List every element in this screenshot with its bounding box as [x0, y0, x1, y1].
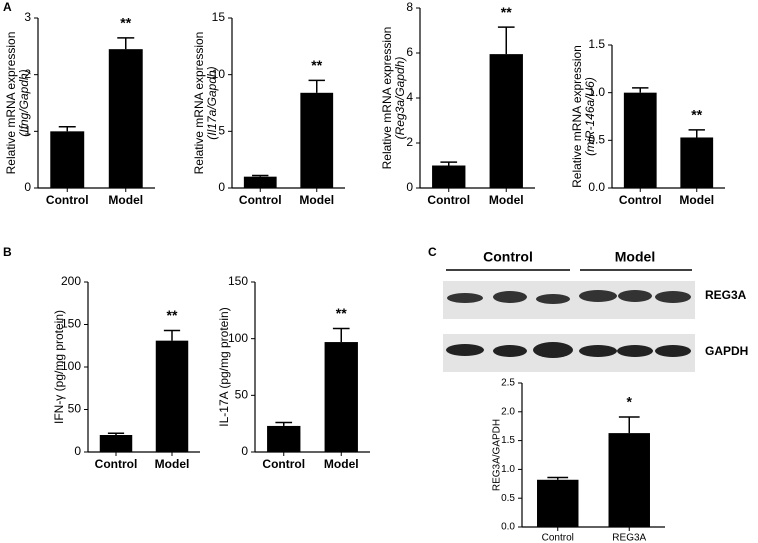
- blot-group-label: Control: [483, 249, 533, 265]
- bar-chart: Relative mRNA expression (Ifng/Gapdh) 0 1 2 3…: [4, 10, 155, 207]
- y-tick-label: 6: [406, 45, 413, 59]
- y-axis-label: IL-17A (pg/mg protein): [217, 307, 231, 426]
- y-tick-label: 0: [24, 180, 31, 194]
- y-tick-label: 100: [61, 359, 81, 373]
- x-tick-label: Control: [239, 193, 282, 207]
- bar-chart: IFN-γ (pg/mg protein) 0 50 100 150 200 Control…: [52, 274, 200, 471]
- western-blot: Control Model REG3A GAPDH: [443, 249, 748, 372]
- bands: [446, 342, 691, 358]
- y-tick-label: 15: [212, 10, 226, 24]
- bar: [50, 131, 85, 188]
- y-tick-label: 2: [406, 135, 413, 149]
- y-tick-label: 2: [24, 67, 31, 81]
- x-tick-label: Control: [95, 457, 138, 471]
- x-tick-label: Model: [324, 457, 359, 471]
- bar: [537, 479, 579, 527]
- bar: [155, 340, 189, 452]
- bar-chart: Relative mRNA expression (Reg3a/Gapdh) 0 2 4…: [380, 0, 535, 207]
- y-tick-label: 1.5: [501, 435, 515, 446]
- x-tick-label: Control: [619, 193, 662, 207]
- significance-label: **: [120, 15, 131, 31]
- y-tick-label: 3: [24, 10, 31, 24]
- blot-group-label: Model: [615, 249, 655, 265]
- y-tick-label: 1.0: [588, 85, 605, 99]
- bar: [300, 92, 334, 188]
- y-axis-label: Relative mRNA expression: [380, 27, 394, 170]
- y-tick-label: 0.5: [501, 493, 515, 504]
- bar-chart: Relative mRNA expression (Il17a/Gapdh) 0 5 1…: [192, 10, 345, 207]
- y-axis-label: Relative mRNA expression: [4, 32, 18, 175]
- y-axis-label: (Il17a/Gapdh): [205, 66, 219, 139]
- y-tick-label: 150: [228, 274, 248, 288]
- x-tick-label: Model: [108, 193, 143, 207]
- y-tick-label: 5: [218, 124, 225, 138]
- bar: [608, 433, 650, 527]
- bar: [324, 342, 358, 452]
- x-tick-label: Model: [489, 193, 524, 207]
- y-tick-label: 8: [406, 0, 413, 14]
- x-tick-label: Control: [262, 457, 305, 471]
- bar: [680, 137, 714, 188]
- y-tick-label: 100: [228, 331, 248, 345]
- y-tick-label: 0: [74, 444, 81, 458]
- y-axis-label: IFN-γ (pg/mg protein): [52, 310, 66, 424]
- band-label: REG3A: [705, 288, 747, 302]
- bar: [432, 165, 466, 188]
- y-tick-label: 150: [61, 317, 81, 331]
- y-tick-label: 1: [24, 124, 31, 138]
- bands: [447, 290, 691, 304]
- panel-letter: C: [428, 245, 437, 259]
- y-tick-label: 4: [406, 90, 413, 104]
- bar: [108, 49, 143, 188]
- x-tick-label: Control: [46, 193, 89, 207]
- y-axis-label: (Reg3a/Gapdh): [393, 57, 407, 140]
- y-tick-label: 50: [68, 402, 82, 416]
- significance-label: **: [336, 305, 347, 321]
- bar: [99, 435, 133, 452]
- significance-label: **: [167, 307, 178, 323]
- y-tick-label: 0: [241, 444, 248, 458]
- x-tick-label: Control: [427, 193, 470, 207]
- y-tick-label: 0.0: [501, 522, 515, 533]
- x-tick-label: Control: [542, 533, 574, 543]
- bar-chart: IL-17A (pg/mg protein) 0 50 100 150 Control **…: [217, 274, 370, 471]
- bar: [243, 176, 277, 188]
- y-axis-label: REG3A/GAPDH: [492, 419, 503, 491]
- significance-label: *: [627, 394, 633, 410]
- bar: [623, 92, 657, 188]
- y-axis-label: Relative mRNA expression: [192, 32, 206, 175]
- bar: [267, 425, 301, 452]
- y-tick-label: 0: [406, 180, 413, 194]
- band-label: GAPDH: [705, 344, 748, 358]
- x-tick-label: Model: [299, 193, 334, 207]
- panel-letter: A: [3, 0, 12, 14]
- y-axis-label: Relative mRNA expression: [570, 45, 584, 188]
- y-tick-label: 1.5: [588, 37, 605, 51]
- y-axis-label: (Ifng/Gapdh): [17, 69, 31, 136]
- bar-chart: REG3A/GAPDH 0.0 0.5 1.0 1.5 2.0 2.5 Control * REG…: [492, 378, 665, 543]
- y-tick-label: 200: [61, 274, 81, 288]
- x-tick-label: Model: [679, 193, 714, 207]
- significance-label: **: [311, 57, 322, 73]
- bar: [489, 54, 523, 188]
- y-tick-label: 0.5: [588, 133, 605, 147]
- y-tick-label: 10: [212, 67, 226, 81]
- y-tick-label: 2.0: [501, 406, 515, 417]
- significance-label: **: [501, 4, 512, 20]
- y-tick-label: 50: [235, 388, 249, 402]
- y-tick-label: 0.0: [588, 180, 605, 194]
- bar-chart: Relative mRNA expression (miR-146a/U6) 0.0…: [570, 37, 725, 207]
- y-tick-label: 1.0: [501, 464, 515, 475]
- y-axis-label: (miR-146a/U6): [583, 77, 597, 156]
- panel-letter: B: [3, 245, 12, 259]
- y-tick-label: 2.5: [501, 378, 515, 389]
- x-tick-label: REG3A: [612, 533, 646, 543]
- x-tick-label: Model: [155, 457, 190, 471]
- y-tick-label: 0: [218, 180, 225, 194]
- significance-label: **: [691, 107, 702, 123]
